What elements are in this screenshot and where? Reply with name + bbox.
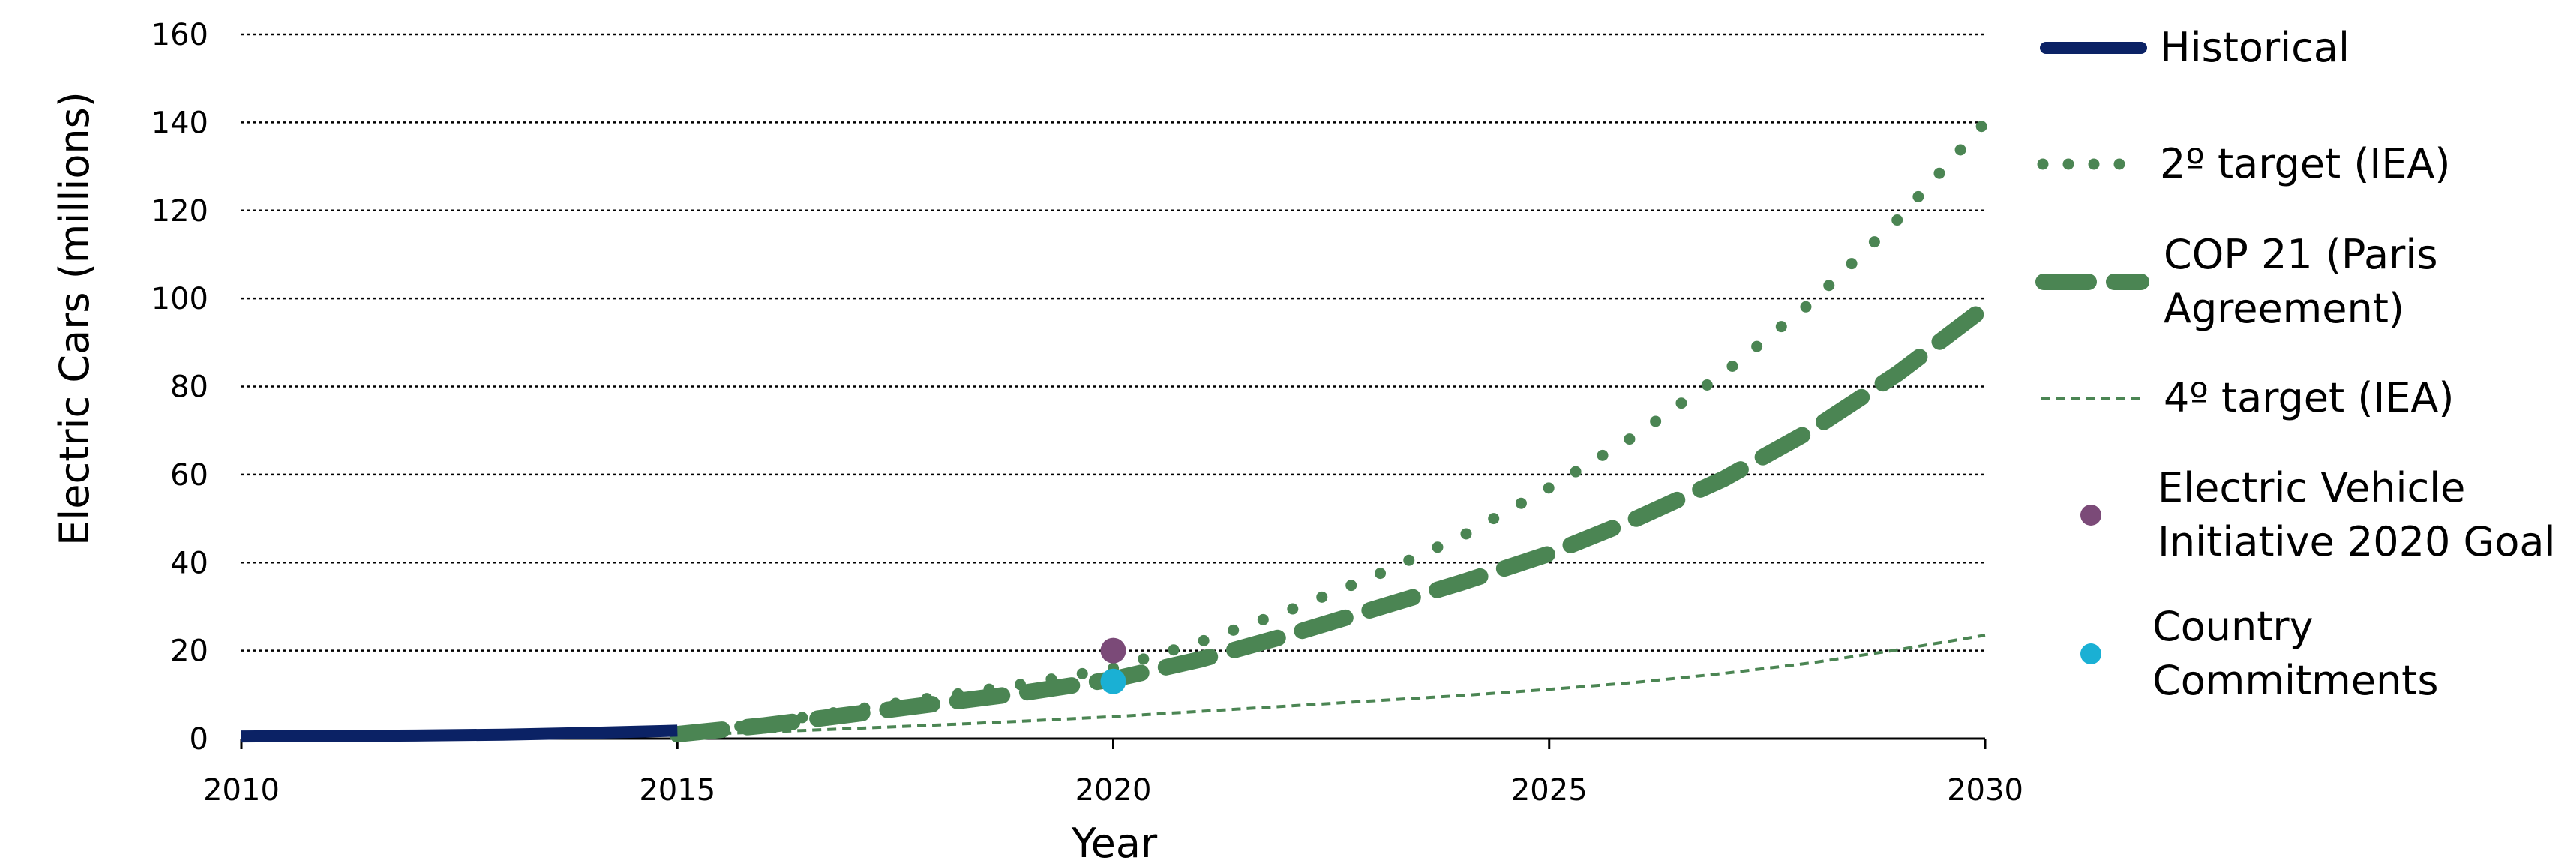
y-tick-label: 80 — [170, 370, 208, 405]
x-tick-label: 2015 — [639, 773, 715, 808]
y-tick-labels: 0 20 40 60 80 100 120 140 160 — [151, 18, 208, 757]
legend-item: 2º target (IEA) — [2037, 140, 2450, 187]
series-line-solid — [241, 724, 678, 743]
legend-marker — [2080, 505, 2101, 526]
legend: Historical 2º target (IEA) COP 21 (Paris Ag… — [2035, 24, 2556, 704]
legend-label: Country — [2152, 603, 2314, 650]
legend-label: 2º target (IEA) — [2160, 140, 2450, 187]
x-tick-label: 2030 — [1947, 773, 2023, 808]
legend-marker — [2080, 643, 2101, 664]
x-tick-label: 2010 — [203, 773, 280, 808]
y-tick-label: 20 — [170, 634, 208, 669]
y-tick-label: 0 — [190, 722, 208, 757]
country-commitments-point — [1100, 668, 1126, 694]
gridlines — [241, 33, 1985, 652]
data-points — [1100, 637, 1126, 694]
x-axis-title: Year — [1071, 820, 1158, 860]
legend-label: Electric Vehicle — [2158, 464, 2465, 511]
series-lines — [241, 116, 1993, 743]
ev-initiative-goal-point — [1100, 637, 1126, 664]
legend-label: Historical — [2160, 24, 2350, 71]
series-line-dashed — [669, 298, 1993, 743]
y-axis-title: Electric Cars (millions) — [51, 91, 98, 546]
y-tick-label: 120 — [151, 194, 208, 229]
legend-item: COP 21 (Paris Agreement) — [2035, 231, 2437, 332]
series-line-dotted — [671, 116, 1991, 740]
y-tick-label: 60 — [170, 458, 208, 493]
y-tick-label: 160 — [151, 18, 208, 52]
legend-label: 4º target (IEA) — [2164, 374, 2454, 421]
x-tick-label: 2025 — [1511, 773, 1588, 808]
legend-item: Electric Vehicle Initiative 2020 Goal — [2080, 464, 2556, 565]
x-tick-labels: 2010 2015 2020 2025 2030 — [203, 773, 2023, 808]
y-tick-label: 40 — [170, 546, 208, 580]
legend-label: Initiative 2020 Goal — [2158, 518, 2556, 565]
legend-label: Commitments — [2152, 657, 2438, 704]
x-tick-label: 2020 — [1075, 773, 1152, 808]
legend-item: Historical — [2040, 24, 2350, 71]
series-line-thin-dashed — [677, 634, 1986, 737]
y-tick-label: 100 — [151, 282, 208, 316]
legend-label: COP 21 (Paris — [2164, 231, 2437, 278]
y-tick-label: 140 — [151, 106, 208, 140]
legend-item: 4º target (IEA) — [2041, 374, 2454, 421]
legend-label: Agreement) — [2164, 285, 2404, 332]
legend-item: Country Commitments — [2080, 603, 2438, 704]
